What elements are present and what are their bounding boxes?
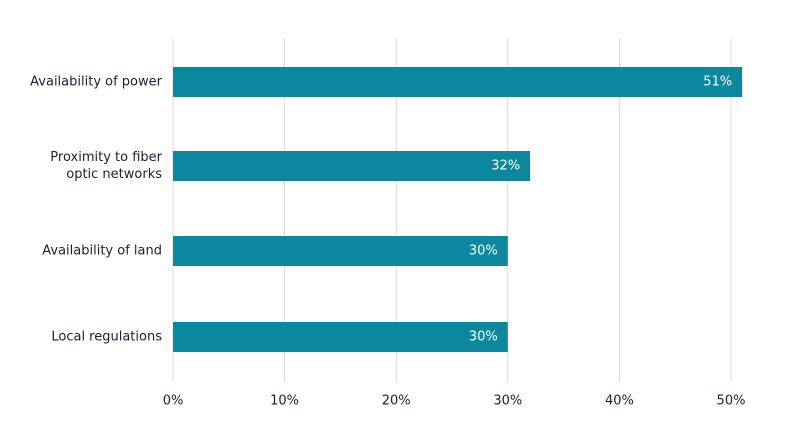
category-label: Availability of land	[42, 243, 162, 259]
bar	[173, 236, 508, 266]
bar	[173, 322, 508, 352]
x-tick-label: 40%	[605, 394, 634, 409]
category-label: Availability of power	[30, 74, 162, 90]
value-label: 30%	[469, 244, 498, 259]
x-tick-label: 10%	[270, 394, 299, 409]
bar	[173, 67, 743, 97]
category-label: Proximity to fiber optic networks	[50, 150, 162, 182]
category-label: Local regulations	[51, 329, 162, 345]
value-label: 51%	[703, 75, 732, 90]
x-tick-label: 20%	[382, 394, 411, 409]
x-tick-label: 0%	[163, 394, 184, 409]
bar	[173, 151, 531, 181]
x-tick-label: 50%	[717, 394, 746, 409]
value-label: 32%	[491, 159, 520, 174]
value-label: 30%	[469, 330, 498, 345]
x-tick-label: 30%	[493, 394, 522, 409]
